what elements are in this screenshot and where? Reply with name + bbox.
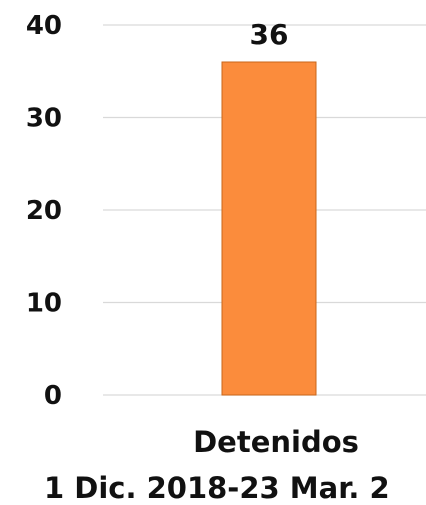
bar-detenidos <box>221 61 317 396</box>
y-tick-label: 30 <box>26 104 62 134</box>
y-tick-label: 10 <box>26 289 62 319</box>
category-label: Detenidos <box>193 425 359 459</box>
bars <box>221 61 317 396</box>
y-tick-label: 40 <box>26 11 62 41</box>
y-tick-label: 0 <box>44 381 62 411</box>
data-labels: 36 <box>250 18 289 51</box>
y-axis-ticks: 0 10 20 30 40 <box>26 11 62 411</box>
bar-value-label: 36 <box>250 18 289 51</box>
y-tick-label: 20 <box>26 196 62 226</box>
category-sublabel: 1 Dic. 2018-23 Mar. 2 <box>44 471 390 505</box>
